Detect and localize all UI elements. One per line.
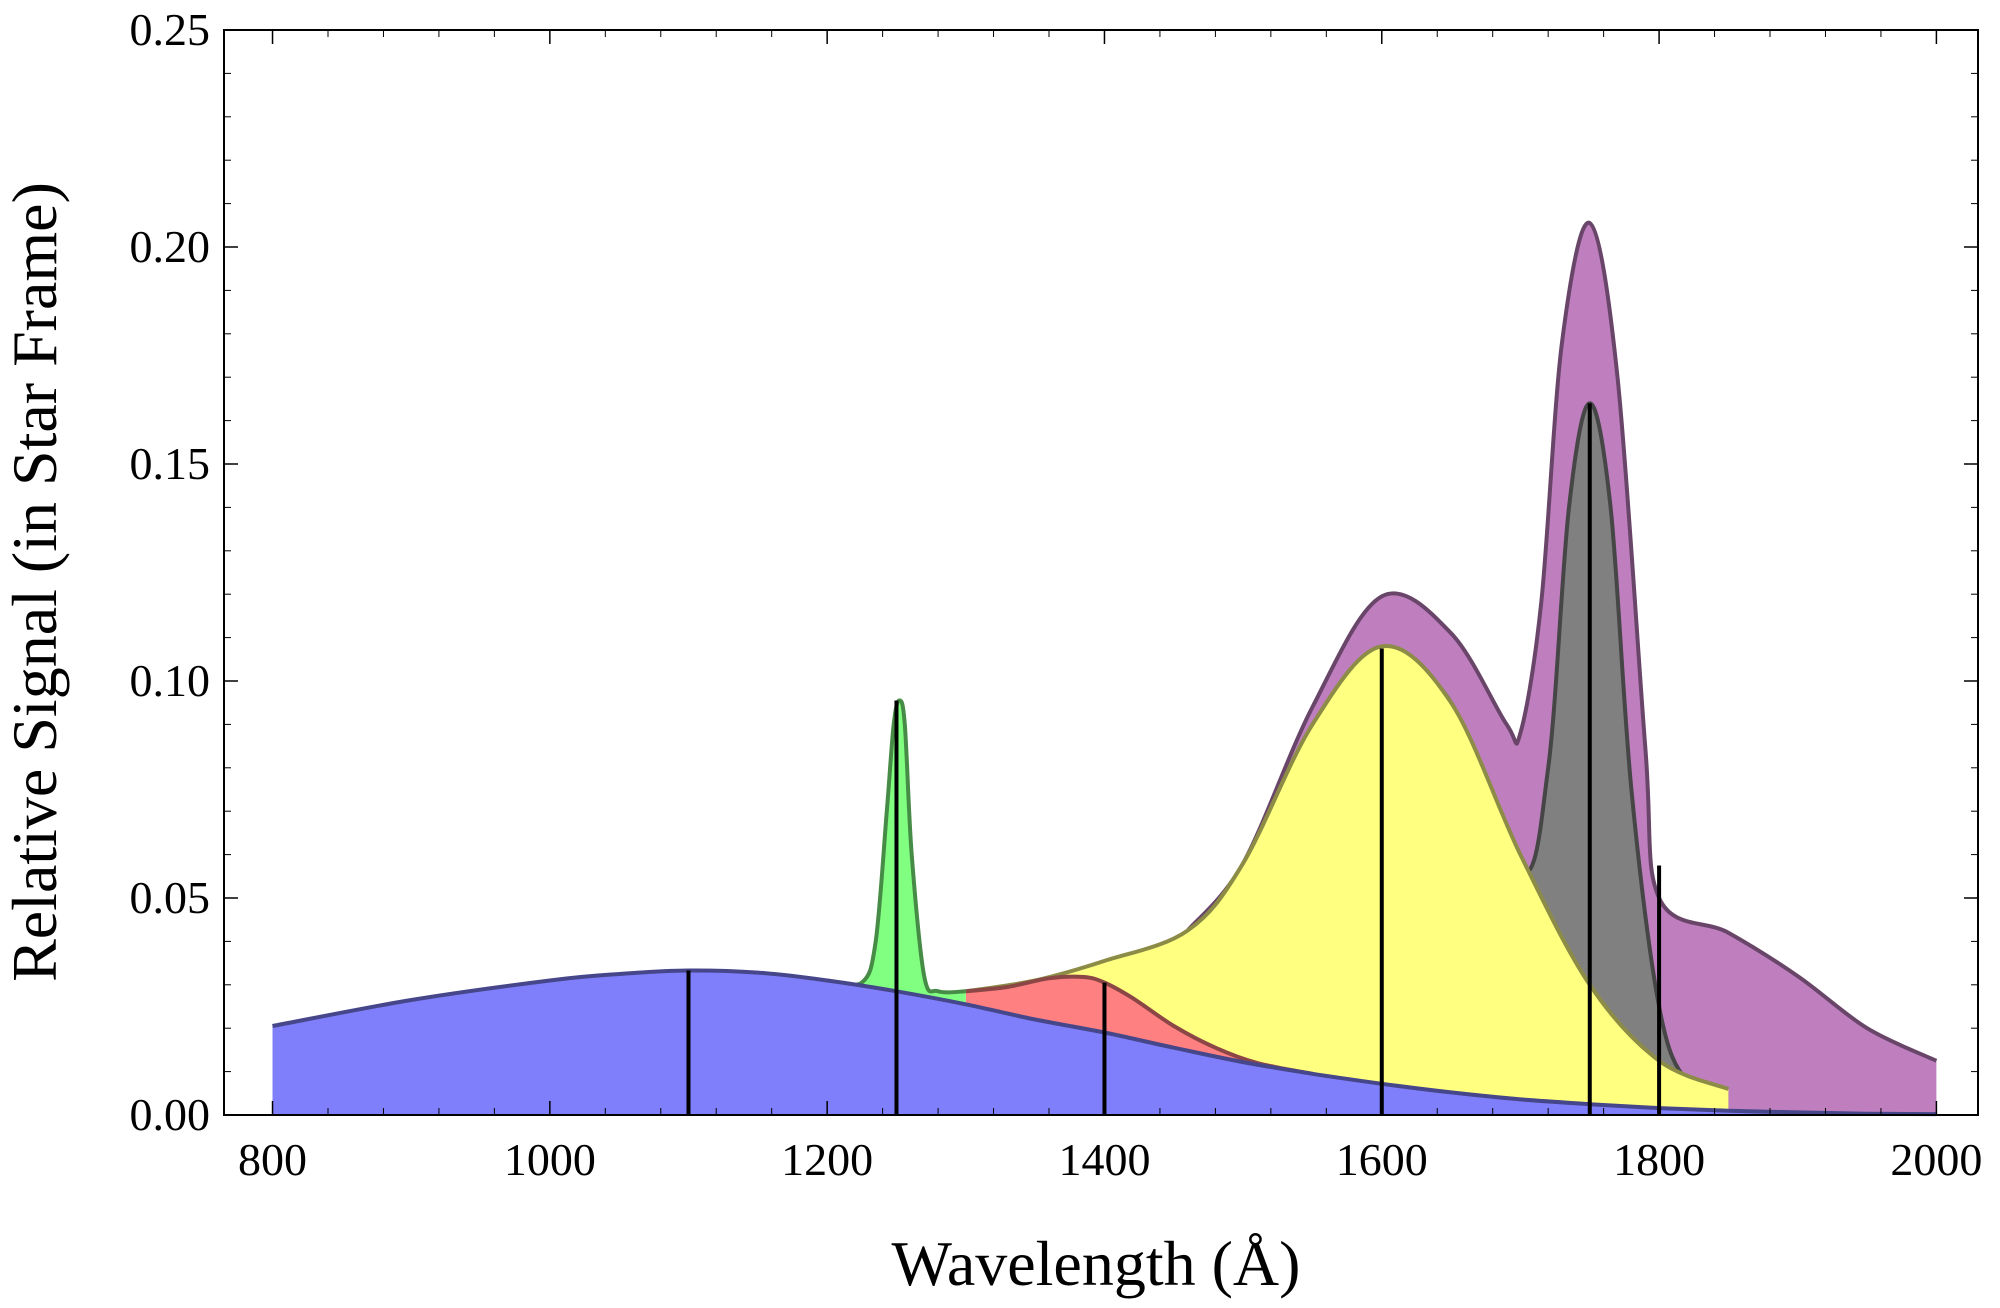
x-tick-label: 1800	[1613, 1134, 1705, 1185]
line-markers	[686, 403, 1662, 1115]
y-tick-label: 0.05	[130, 872, 211, 923]
y-axis-label: Relative Signal (in Star Frame)	[0, 182, 70, 982]
x-tick-labels: 800 1000 1200 1400 1600 1800 2000	[238, 1134, 1982, 1185]
series-0-outline	[272, 968, 1937, 1117]
y-tick-label: 0.20	[130, 221, 211, 272]
x-tick-label: 1000	[504, 1134, 596, 1185]
x-axis-label: Wavelength (Å)	[892, 1228, 1301, 1299]
y-tick-label: 0.25	[130, 4, 211, 55]
series-2-outline	[965, 974, 1313, 1076]
plot-frame	[223, 29, 1979, 1116]
y-tick-label: 0.10	[130, 655, 211, 706]
series-areas	[272, 221, 1938, 1117]
x-tick-label: 1400	[1058, 1134, 1150, 1185]
x-tick-label: 1200	[781, 1134, 873, 1185]
series-3-area	[965, 645, 1729, 1115]
y-tick-label: 0.15	[130, 438, 211, 489]
y-tick-labels: 0.00 0.05 0.10 0.15 0.20 0.25	[130, 4, 211, 1140]
axis-ticks	[224, 29, 1978, 1116]
x-tick-label: 1600	[1336, 1134, 1428, 1185]
series-5-outline	[1186, 221, 1938, 1063]
x-tick-label: 800	[238, 1134, 307, 1185]
x-tick-label: 2000	[1890, 1134, 1982, 1185]
y-tick-label: 0.00	[130, 1089, 211, 1140]
series-1-outline	[826, 698, 966, 995]
